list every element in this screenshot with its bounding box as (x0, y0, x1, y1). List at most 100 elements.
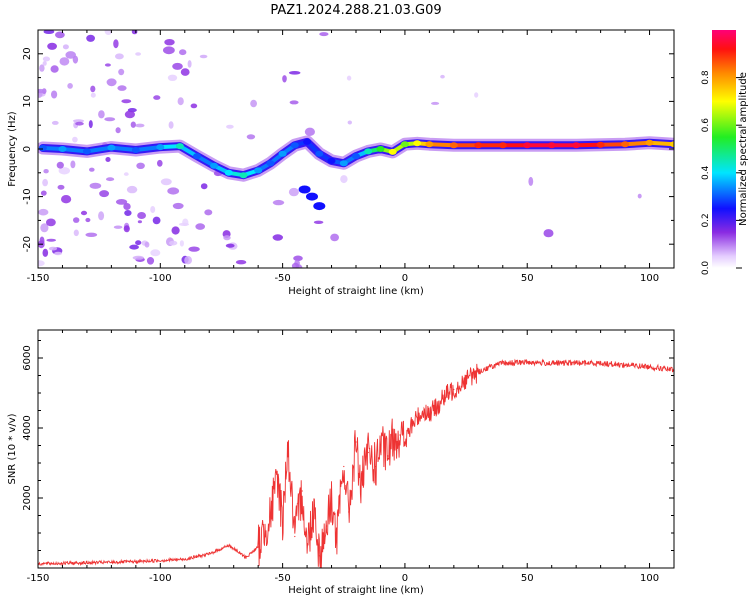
noise-blob (200, 183, 208, 190)
noise-blob (246, 134, 256, 140)
noise-blob (188, 246, 200, 252)
noise-blob (282, 75, 287, 83)
x-tick-label: -100 (149, 573, 172, 584)
noise-blob (67, 83, 73, 89)
snr-point (387, 455, 389, 457)
noise-blob (144, 241, 150, 248)
y-tick-label: 10 (22, 95, 33, 108)
snr-point (448, 392, 450, 394)
noise-blob (169, 240, 178, 246)
noise-blob (65, 51, 76, 59)
noise-blob (72, 136, 78, 143)
snr-point (282, 521, 284, 524)
noise-blob (123, 203, 131, 210)
noise-blob (172, 202, 184, 210)
snr-point (441, 399, 443, 401)
ridge-point (364, 148, 373, 155)
colorbar-tick-label: 0.8 (701, 70, 711, 85)
snr-point (355, 441, 357, 443)
x-tick-label: -100 (149, 273, 172, 284)
ridge-point (239, 172, 248, 179)
colorbar-ticks: 0.0 0.2 0.4 0.6 0.8 (701, 70, 742, 275)
noise-blob (180, 68, 190, 76)
snr-point (465, 378, 467, 380)
ridge-point (315, 150, 324, 157)
snr-point (392, 437, 394, 440)
chart-title: PAZ1.2024.288.21.03.G09 (270, 3, 441, 18)
noise-blob (61, 195, 72, 204)
y-tick-label: -20 (22, 236, 33, 252)
snr-point (135, 561, 137, 563)
noise-blob (104, 30, 113, 35)
snr-point (375, 465, 377, 468)
y-tick-label: 6000 (22, 345, 33, 370)
noise-blob (57, 184, 65, 190)
noise-blob (150, 249, 161, 257)
snr-point (228, 544, 230, 546)
y-tick-label: 0 (22, 146, 33, 152)
noise-blob (272, 234, 283, 241)
noise-blob (167, 187, 180, 195)
spectrogram-y-axis-label: Frequency (Hz) (7, 111, 18, 187)
colorbar-tick-label: 0.4 (701, 165, 711, 180)
colorbar-tick-label: 0.6 (701, 118, 711, 133)
noise-blob (163, 46, 175, 55)
snr-point (436, 406, 438, 408)
noise-blob (184, 256, 193, 265)
noise-blob (48, 246, 58, 251)
y-tick-label: -10 (22, 188, 33, 204)
noise-blob (58, 167, 70, 175)
snr-point (416, 416, 418, 419)
snr-y-axis-label: SNR (10 * v/v) (7, 413, 18, 484)
snr-point (326, 525, 328, 527)
ridge-segment (427, 142, 456, 148)
noise-blob (85, 217, 91, 223)
noise-blob (42, 248, 49, 257)
ridge-segment (60, 147, 89, 154)
y-tick-label: 20 (22, 47, 33, 60)
ridge-point (131, 147, 140, 153)
snr-panel: -150 -100 -50 0 50 100 2000 4000 6000 Height of … (7, 329, 675, 596)
snr-point (348, 511, 350, 513)
colorbar-tick-label: 0.2 (701, 213, 711, 227)
ridge-point (523, 142, 532, 149)
y-tick-label: 4000 (22, 415, 33, 440)
snr-point (245, 556, 247, 559)
x-tick-label: -150 (27, 273, 50, 284)
noise-blob (89, 167, 95, 172)
ridge-point (352, 153, 360, 160)
ridge-point (449, 142, 458, 149)
x-tick-label: 0 (402, 273, 408, 284)
x-tick-label: -50 (274, 573, 290, 584)
ridge-point (376, 146, 385, 152)
noise-blob (289, 100, 299, 105)
noise-blob (73, 229, 79, 237)
noise-blob (187, 60, 192, 68)
snr-plot-area (38, 358, 674, 568)
noise-blob (113, 39, 119, 49)
ridge-point (547, 142, 556, 149)
noise-blob (146, 257, 155, 265)
ridge-point (670, 141, 674, 148)
noise-blob (346, 75, 352, 81)
noise-blob (38, 208, 49, 216)
ridge-point (58, 146, 67, 152)
noise-blob (46, 218, 56, 227)
noise-blob (177, 97, 184, 106)
ridge-point (82, 148, 91, 155)
noise-blob (152, 216, 161, 225)
noise-blob (199, 54, 208, 59)
noise-blob (86, 34, 95, 42)
ridge-point (38, 145, 47, 151)
snr-point (286, 444, 289, 447)
noise-blob (42, 56, 51, 62)
noise-blob (150, 206, 156, 213)
noise-blob (115, 199, 128, 205)
snr-point (208, 553, 210, 555)
snr-point (367, 451, 369, 454)
snr-point (399, 434, 401, 436)
noise-blob (85, 232, 98, 237)
snr-point (86, 562, 88, 564)
